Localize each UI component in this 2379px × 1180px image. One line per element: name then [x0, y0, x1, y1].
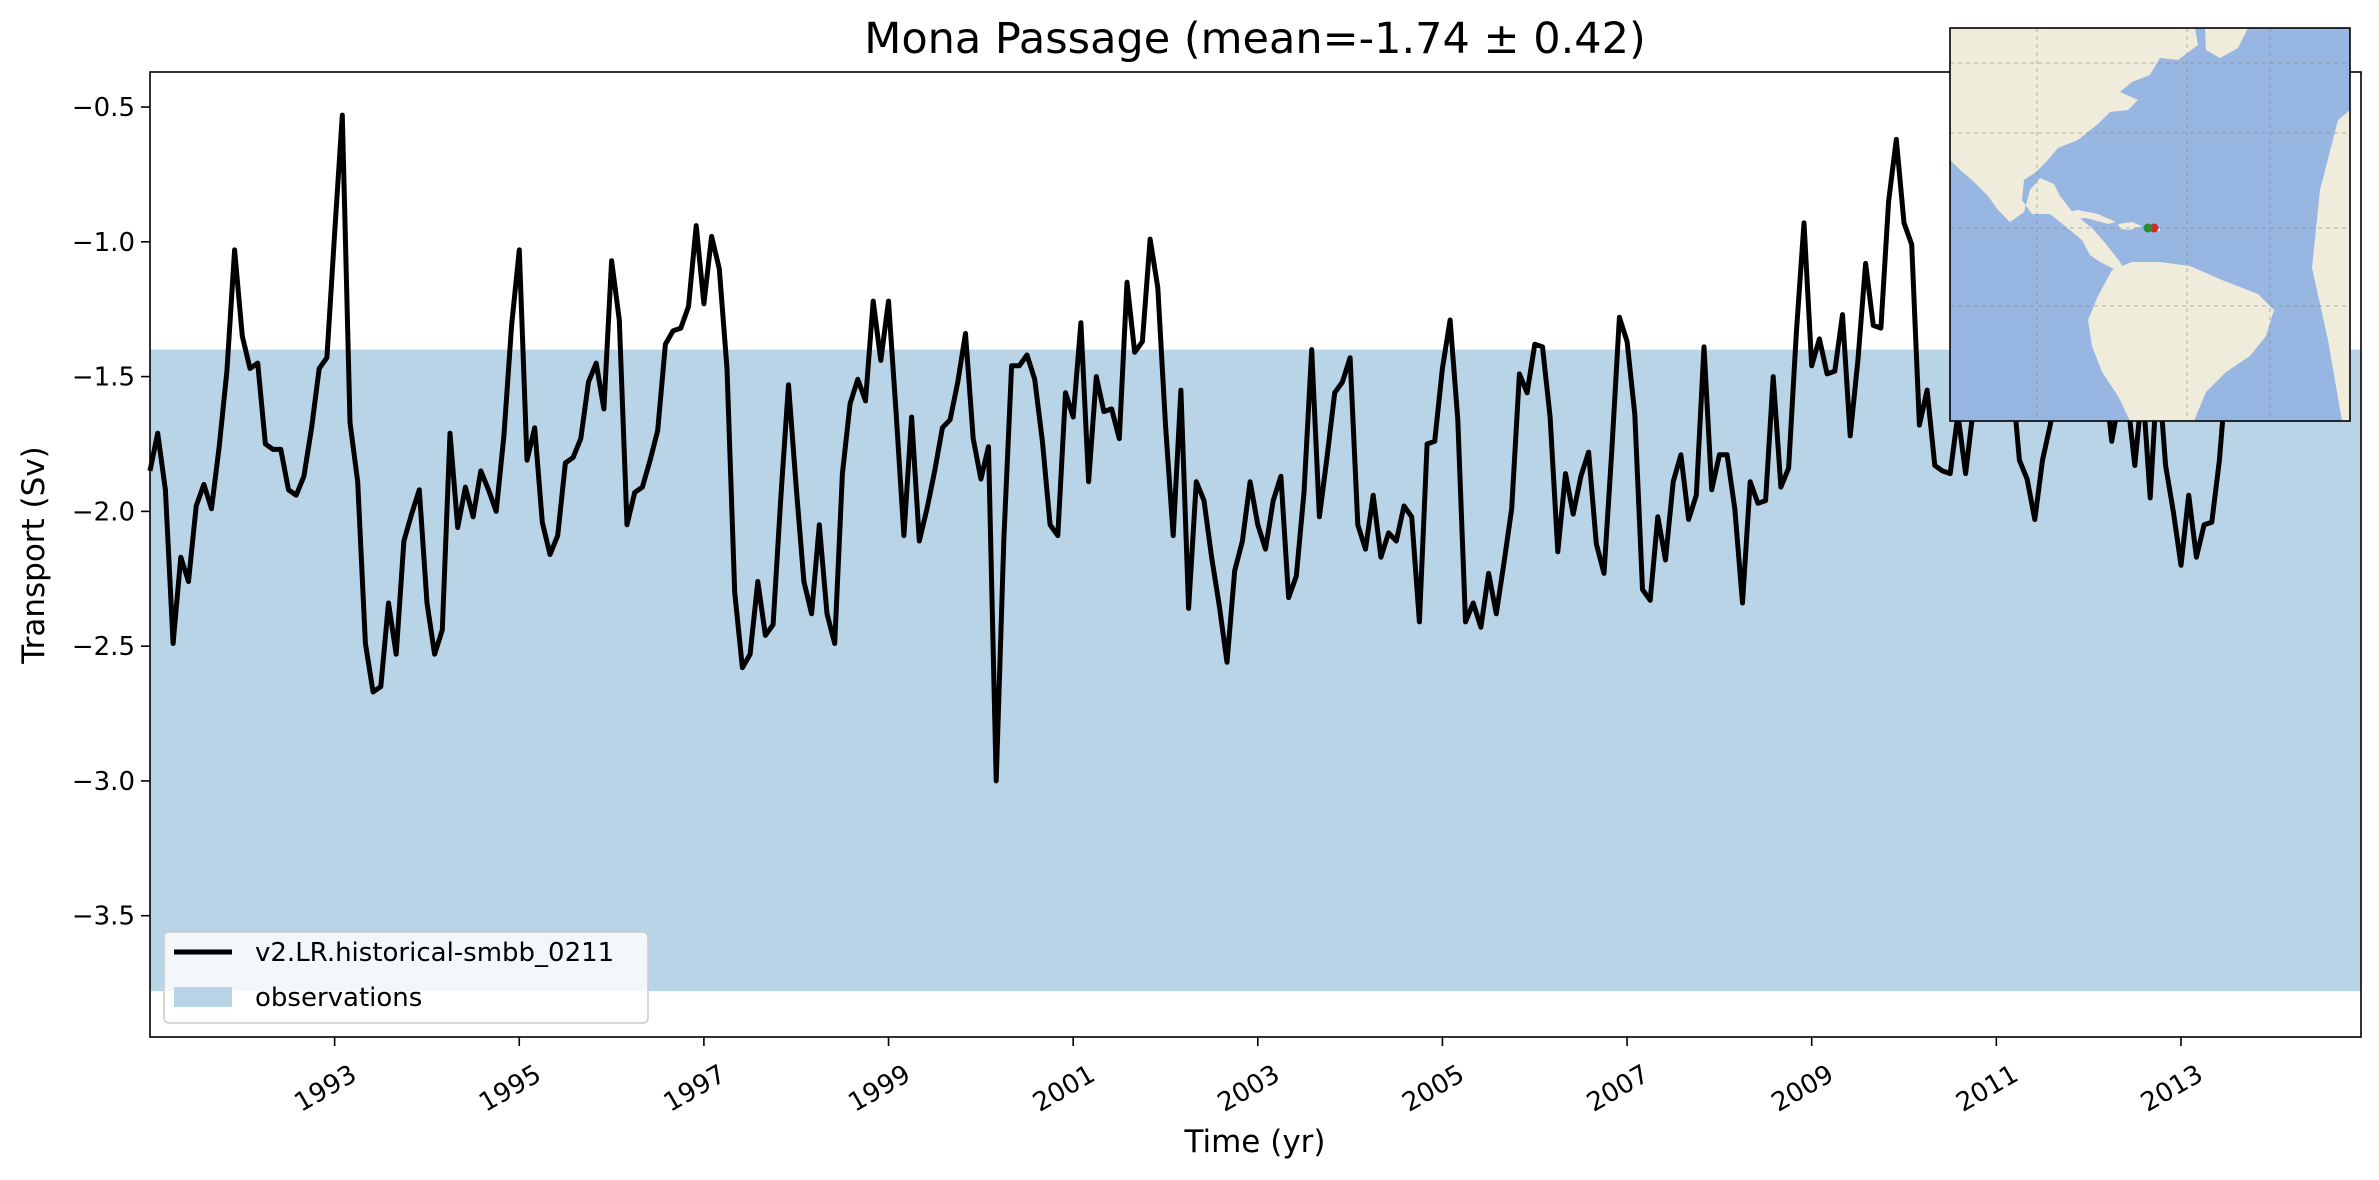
- y-axis-title: Transport (Sv): [16, 446, 52, 665]
- legend-band-swatch: [174, 987, 232, 1007]
- chart-title: Mona Passage (mean=-1.74 ± 0.42): [864, 14, 1646, 64]
- y-tick-label: −0.5: [72, 93, 135, 123]
- map-greenland-coast: [2205, 28, 2248, 58]
- legend: v2.LR.historical-smbb_0211 observations: [163, 931, 649, 1024]
- y-tick-label: −2.0: [72, 497, 135, 527]
- observations-band-layer: [150, 349, 2361, 992]
- map-south-america: [2088, 262, 2274, 421]
- map-north-america: [1950, 28, 2198, 276]
- y-tick-label: −3.5: [72, 902, 135, 932]
- y-tick-label: −1.0: [72, 228, 135, 258]
- series-points: [149, 115, 2228, 781]
- legend-box: [163, 931, 649, 1024]
- x-axis-title: Time (yr): [1184, 1124, 1326, 1160]
- y-tick-label: −2.5: [72, 632, 135, 662]
- series-line-layer: [147, 112, 2230, 784]
- y-axis: −3.5 −3.0 −2.5 −2.0 −1.5 −1.0 −0.5: [72, 93, 150, 932]
- map-africa-edge: [2312, 110, 2350, 421]
- map-cuba: [2058, 210, 2116, 224]
- legend-label-model: v2.LR.historical-smbb_0211: [255, 938, 614, 968]
- y-tick-label: −1.5: [72, 363, 135, 393]
- inset-map: [1949, 27, 2351, 422]
- inset-map-frame: [1949, 27, 2351, 422]
- map-marker-start: [2143, 223, 2153, 233]
- observations-band: [150, 349, 2361, 992]
- legend-label-observations: observations: [255, 983, 422, 1013]
- y-tick-label: −3.0: [72, 767, 135, 797]
- plot-frame: [149, 71, 2362, 1038]
